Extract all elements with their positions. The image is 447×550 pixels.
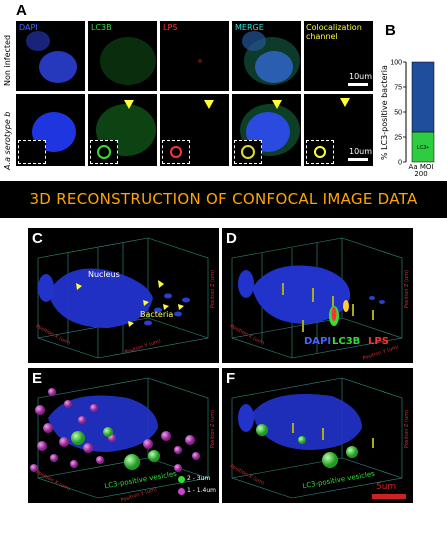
chart-xlabel-aa: Aa MOI 200 xyxy=(408,164,434,178)
micrograph-colocalization-row1: 10um xyxy=(304,21,373,91)
y-tick-label: 75 xyxy=(394,85,402,92)
inset-merge xyxy=(234,140,262,164)
legend-large-vesicle: 2 - 3um xyxy=(187,475,211,482)
legend-lc3b: LC3B xyxy=(332,336,361,347)
scale-bar xyxy=(348,83,368,86)
y-tick-label: 100 xyxy=(390,60,402,67)
column-header-lc3b: LC3B xyxy=(91,23,112,32)
y-tick-label: 50 xyxy=(394,110,402,117)
scale-bar xyxy=(372,494,406,499)
nucleus-label: Nucleus xyxy=(88,270,120,279)
scale-label: 10um xyxy=(349,147,373,156)
inset-dapi xyxy=(18,140,46,164)
column-header-merge: MERGE xyxy=(235,23,264,32)
row-label-aa-serotype: A.a serotype b xyxy=(3,111,12,170)
legend-lps: LPS xyxy=(368,336,389,347)
micrograph-merge-row1 xyxy=(232,21,301,91)
inset-lps xyxy=(162,140,190,164)
legend-small-vesicle-marker xyxy=(178,488,185,495)
panel-b-label: B xyxy=(385,22,396,39)
reconstruction-panel-c: C Nucleus Bacteria Position X (um) Posit… xyxy=(28,228,219,363)
panel-e-label: E xyxy=(32,370,43,387)
chart-ylabel: % LC3-positive bacteria xyxy=(380,65,389,160)
panel-d-label: D xyxy=(226,230,237,247)
column-header-colocalization: Colocalization channel xyxy=(306,23,362,41)
micrograph-lc3b-row1 xyxy=(88,21,157,91)
legend-large-vesicle-marker xyxy=(178,476,185,483)
micrograph-colocalization-row2: 10um xyxy=(304,94,373,166)
inset-lc3b xyxy=(90,140,118,164)
row-label-non-infected: Non infected xyxy=(3,34,12,86)
legend-small-vesicle: 1 - 1.4um xyxy=(187,487,216,494)
micrograph-dapi-row1 xyxy=(16,21,85,91)
bar-segment-label: LC3+ xyxy=(417,145,429,151)
panel-f-label: F xyxy=(226,370,236,387)
scale-label: 5um xyxy=(376,482,397,492)
reconstruction-panel-e: E LC3-positive vesicles 2 - 3um 1 - 1.4u… xyxy=(28,368,219,503)
scale-bar xyxy=(348,158,368,161)
reconstruction-panel-f: F LC3-positive vesicles 5um Position X (… xyxy=(222,368,413,503)
micrograph-lps-row2 xyxy=(160,94,229,166)
y-tick-label: 25 xyxy=(394,135,402,142)
micrograph-lc3b-row2 xyxy=(88,94,157,166)
arrowhead-marker xyxy=(272,100,282,109)
micrograph-lps-row1 xyxy=(160,21,229,91)
axis-z-label: Position Z (um) xyxy=(210,409,216,448)
legend-dapi: DAPI xyxy=(304,336,332,347)
micrograph-merge-row2 xyxy=(232,94,301,166)
chart-xlabel: Aa MOI 200 xyxy=(408,163,434,178)
bacteria-label: Bacteria xyxy=(140,310,174,319)
panel-a-label: A xyxy=(16,2,27,19)
arrowhead-marker xyxy=(340,98,350,107)
column-header-lps: LPS xyxy=(163,23,178,32)
micrograph-dapi-row2 xyxy=(16,94,85,166)
reconstruction-panel-d: D DAPI LC3B LPS Position X (um) Position… xyxy=(222,228,413,363)
axis-z-label: Position Z (um) xyxy=(404,409,410,448)
y-tick-label: 0 xyxy=(398,160,402,167)
scale-label: 10um xyxy=(349,72,373,81)
axis-z-label: Position Z (um) xyxy=(404,269,410,308)
section-banner-title: 3D RECONSTRUCTION OF CONFOCAL IMAGE DATA xyxy=(29,190,418,208)
lc3-bar-chart: 0 25 50 75 100 LC3+ xyxy=(390,60,435,167)
inset-colocalization xyxy=(306,140,334,164)
section-banner xyxy=(0,181,447,218)
arrowhead-marker xyxy=(204,100,214,109)
axis-z-label: Position Z (um) xyxy=(210,269,216,308)
arrowhead-marker xyxy=(124,100,134,109)
bar-segment xyxy=(411,61,435,133)
panel-c-label: C xyxy=(32,230,43,247)
column-header-dapi: DAPI xyxy=(19,23,38,32)
